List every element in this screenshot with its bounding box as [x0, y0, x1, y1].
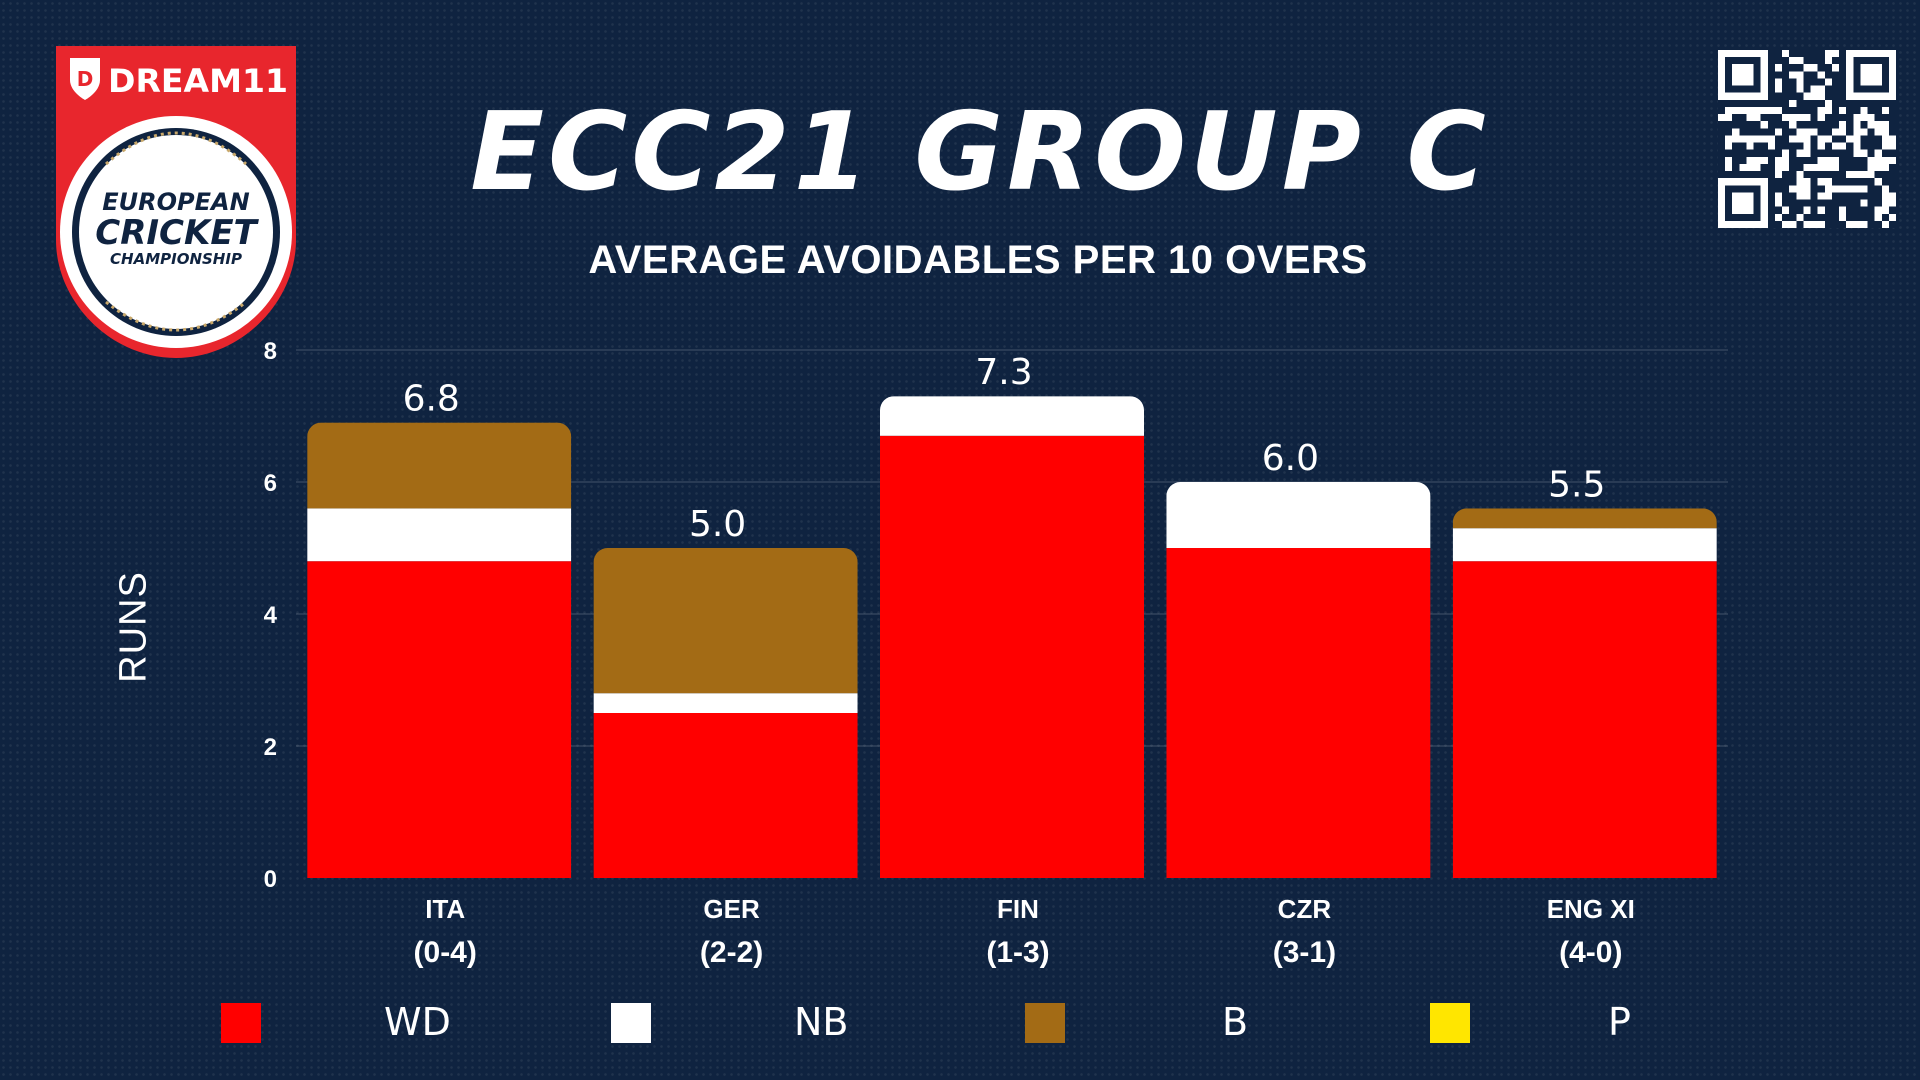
chart-subtitle: AVERAGE AVOIDABLES PER 10 OVERS — [588, 238, 1368, 282]
bar-stack-fin — [880, 396, 1144, 878]
legend-swatch-wd — [221, 1003, 261, 1043]
dream11-ecc-logo: D DREAM11 EUROPEAN CRICKET CHAMPIONSHIP — [56, 46, 296, 358]
legend-label-nb: NB — [794, 1000, 849, 1044]
bar-segment-nb — [307, 508, 572, 562]
legend-swatch-p — [1430, 1003, 1470, 1043]
x-tick-label: ENG XI — [1547, 894, 1635, 924]
x-tick-record: (0-4) — [414, 936, 477, 969]
legend-swatch-nb — [611, 1003, 651, 1043]
x-tick-record: (1-3) — [986, 936, 1049, 969]
data-label-total: 6.0 — [1262, 438, 1319, 479]
x-tick-record: (4-0) — [1559, 936, 1622, 969]
data-label-total: 6.8 — [403, 379, 460, 420]
legend-label-p: P — [1608, 1000, 1631, 1044]
dream11-brand-text: DREAM11 — [108, 62, 288, 100]
page-title: ECC21 GROUP C — [470, 90, 1490, 215]
qr-code-icon — [1718, 50, 1896, 228]
bar-segment-b — [307, 422, 572, 509]
bar-segment-nb — [880, 396, 1144, 436]
bar-stack-eng-xi — [1452, 508, 1717, 878]
x-tick-label: GER — [703, 894, 760, 924]
y-tick-label: 4 — [264, 602, 278, 629]
bar-stack-czr — [1166, 482, 1431, 878]
y-tick-label: 2 — [264, 734, 277, 761]
bar-stack-ger — [593, 548, 858, 878]
bar-segment-nb — [593, 693, 858, 713]
y-tick-label: 8 — [264, 338, 277, 365]
bar-segment-wd — [307, 561, 572, 878]
x-tick-label: FIN — [997, 894, 1039, 924]
x-tick-record: (2-2) — [700, 936, 763, 969]
y-tick-label: 0 — [264, 866, 277, 893]
x-tick-record: (3-1) — [1273, 936, 1336, 969]
legend-label-wd: WD — [384, 1000, 451, 1044]
data-label-total: 5.5 — [1548, 464, 1605, 505]
bar-segment-nb — [1452, 528, 1717, 562]
bar-segment-b — [593, 548, 858, 694]
bar-segment-wd — [1452, 561, 1717, 878]
x-tick-label: CZR — [1278, 894, 1332, 924]
legend-swatch-b — [1025, 1003, 1065, 1043]
dream11-shield-icon: D — [70, 58, 100, 100]
data-label-total: 5.0 — [689, 504, 746, 545]
bar-segment-b — [1452, 508, 1717, 529]
bar-segment-wd — [593, 713, 858, 878]
bar-stack-ita — [307, 422, 572, 878]
svg-text:D: D — [77, 67, 94, 91]
x-tick-label: ITA — [425, 894, 465, 924]
bar-segment-nb — [1166, 482, 1431, 548]
logo-line-european: EUROPEAN — [102, 188, 249, 216]
bar-segment-wd — [880, 435, 1144, 878]
bar-segment-wd — [1166, 548, 1431, 878]
legend-label-b: B — [1222, 1000, 1249, 1044]
logo-line-championship: CHAMPIONSHIP — [110, 250, 242, 268]
data-label-total: 7.3 — [975, 352, 1032, 393]
logo-line-cricket: CRICKET — [95, 213, 259, 253]
y-tick-label: 6 — [264, 470, 277, 497]
